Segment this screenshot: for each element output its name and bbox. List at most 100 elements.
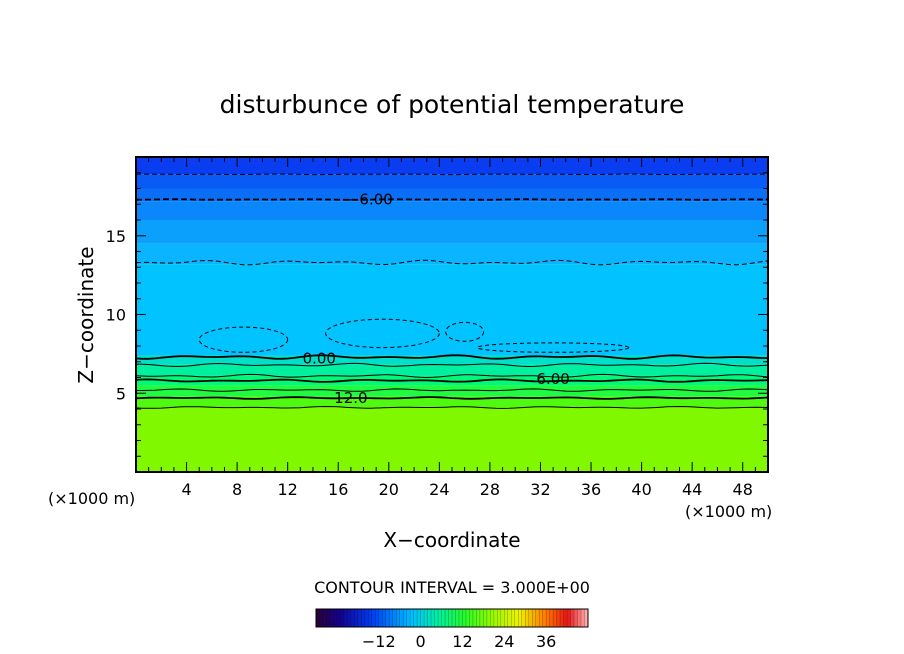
colorbar-swatch — [445, 609, 449, 627]
contour-interval-label: CONTOUR INTERVAL = 3.000E+00 — [314, 578, 590, 597]
colorbar-swatch — [497, 609, 502, 627]
colorbar-swatch — [581, 609, 585, 627]
contour-band-8 — [136, 364, 768, 376]
colorbar-swatch — [539, 609, 543, 627]
contour-cell-dashed — [445, 321, 485, 342]
colorbar-swatch — [465, 609, 470, 627]
colorbar-swatch — [518, 609, 523, 627]
x-tick-label: 28 — [480, 480, 500, 499]
colorbar-swatch — [424, 609, 428, 627]
colorbar-swatch — [357, 609, 362, 627]
colorbar-swatch — [472, 609, 477, 627]
contour-line — [135, 378, 769, 383]
colorbar-swatch — [319, 609, 324, 627]
x-tick-label: 44 — [682, 480, 702, 499]
colorbar-swatch — [316, 609, 320, 627]
colorbar-swatch — [413, 609, 418, 627]
colorbar-swatch — [556, 609, 561, 627]
contour-line-dashed — [136, 198, 768, 201]
colorbar-swatch — [493, 609, 498, 627]
colorbar-swatch — [434, 609, 439, 627]
x-tick-label: 8 — [232, 480, 242, 499]
x-tick-label: 20 — [379, 480, 399, 499]
colorbar-swatch — [420, 609, 425, 627]
contour-band-9 — [136, 375, 768, 386]
x-unit-left: (×1000 m) — [48, 489, 135, 508]
colorbar-swatch — [528, 609, 533, 627]
colorbar-frame — [315, 608, 589, 628]
contour-label: 12.0 — [334, 389, 367, 407]
colorbar-swatch — [549, 609, 554, 627]
colorbar-swatch — [347, 609, 352, 627]
colorbar-swatch — [392, 609, 397, 627]
colorbar-swatch — [361, 609, 366, 627]
contour-labels: −6.00 0.00 6.00 12.0 — [303, 191, 570, 407]
contour-cell-dashed — [198, 326, 289, 353]
colorbar-swatch — [396, 609, 400, 627]
contour-cell-dashed — [325, 318, 440, 349]
colorbar-swatch — [326, 609, 331, 627]
colorbar-swatch — [329, 609, 334, 627]
colorbar-swatch — [448, 609, 453, 627]
colorbar-swatch — [521, 609, 526, 627]
colorbar-swatch — [567, 609, 571, 627]
colorbar-swatch — [490, 609, 495, 627]
colorbar-swatch — [336, 609, 341, 627]
x-tick-label: 40 — [631, 480, 651, 499]
colorbar-swatch — [385, 609, 390, 627]
colorbar-swatch — [514, 609, 519, 627]
colorbar-swatch — [438, 609, 442, 627]
colorbar-swatch — [535, 609, 540, 627]
contour-line-dashed — [136, 173, 768, 176]
x-tick-label: 48 — [733, 480, 753, 499]
colorbar-swatch — [417, 609, 421, 627]
colorbar-swatch — [584, 609, 589, 627]
colorbar-swatch — [399, 609, 404, 627]
colorbar-tick-label: 12 — [452, 632, 472, 651]
colorbar-swatch — [500, 609, 505, 627]
colorbar-swatch — [322, 609, 327, 627]
y-tick-label: 5 — [116, 384, 126, 403]
colorbar-swatch — [410, 609, 414, 627]
colorbar-swatch — [406, 609, 411, 627]
colorbar-swatch — [542, 609, 547, 627]
contour-line — [135, 405, 769, 409]
x-tick-label: 36 — [581, 480, 601, 499]
filled-contour-bands — [136, 157, 768, 472]
contour-band-3 — [136, 201, 768, 220]
contour-band-6 — [136, 264, 768, 356]
colorbar-swatch — [343, 609, 348, 627]
colorbar-swatch — [504, 609, 509, 627]
colorbar-swatch — [560, 609, 564, 627]
colorbar-swatch — [350, 609, 355, 627]
colorbar-swatch — [525, 609, 530, 627]
contour-band-10 — [136, 385, 768, 397]
x-tick-label: 32 — [530, 480, 550, 499]
x-axis-ticks: 4 8 12 16 20 24 28 32 36 40 44 48 — [148, 157, 756, 499]
contour-line — [136, 388, 769, 392]
colorbar-swatch — [333, 609, 338, 627]
contour-line — [135, 354, 769, 360]
colorbar-swatch — [483, 609, 488, 627]
y-axis-label: Z−coordinate — [74, 246, 98, 383]
colorbar-swatch — [354, 609, 359, 627]
contour-label: 6.00 — [536, 370, 569, 388]
colorbar-swatch — [577, 609, 582, 627]
colorbar-swatch — [476, 609, 481, 627]
colorbar-swatch — [389, 609, 394, 627]
colorbar-swatch — [364, 609, 369, 627]
colorbar-swatch — [368, 609, 373, 627]
colorbar-swatch — [532, 609, 536, 627]
colorbar-swatch — [570, 609, 575, 627]
colorbar-tick-labels: −12 0 12 24 36 — [362, 632, 556, 651]
colorbar-swatch — [452, 609, 456, 627]
colorbar-swatch — [486, 609, 491, 627]
colorbar-swatch — [382, 609, 387, 627]
contour-band-0 — [136, 157, 768, 175]
contour-line-dashed — [135, 259, 769, 266]
colorbar-swatch — [462, 609, 467, 627]
colorbar-swatch — [507, 609, 512, 627]
contour-band-5 — [136, 243, 768, 265]
colorbar-swatch — [574, 609, 578, 627]
